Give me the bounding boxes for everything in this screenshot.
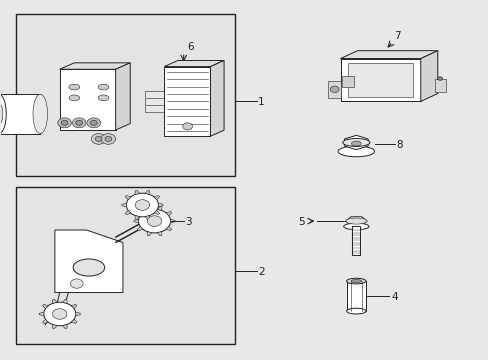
Circle shape bbox=[105, 136, 112, 141]
Ellipse shape bbox=[0, 103, 3, 125]
Circle shape bbox=[147, 216, 162, 226]
Polygon shape bbox=[147, 231, 152, 236]
Ellipse shape bbox=[351, 141, 361, 146]
Circle shape bbox=[76, 120, 82, 125]
Bar bbox=[347, 63, 413, 97]
Polygon shape bbox=[71, 305, 77, 309]
Bar bbox=[346, 281, 366, 311]
Polygon shape bbox=[165, 226, 171, 230]
Bar bbox=[434, 79, 445, 92]
Polygon shape bbox=[157, 231, 162, 236]
Ellipse shape bbox=[69, 95, 80, 101]
Polygon shape bbox=[62, 300, 67, 303]
Polygon shape bbox=[42, 319, 48, 323]
Polygon shape bbox=[158, 203, 163, 207]
Circle shape bbox=[126, 193, 158, 217]
Ellipse shape bbox=[350, 279, 361, 283]
Text: 8: 8 bbox=[395, 140, 402, 150]
Polygon shape bbox=[42, 305, 48, 309]
Polygon shape bbox=[76, 312, 80, 316]
Circle shape bbox=[72, 118, 86, 128]
Bar bbox=[0, 94, 40, 134]
Polygon shape bbox=[122, 203, 126, 207]
Polygon shape bbox=[116, 63, 130, 130]
Circle shape bbox=[437, 77, 442, 80]
Polygon shape bbox=[137, 226, 143, 230]
Ellipse shape bbox=[346, 278, 366, 284]
Ellipse shape bbox=[98, 84, 109, 90]
Circle shape bbox=[91, 134, 106, 144]
Ellipse shape bbox=[69, 84, 80, 90]
Circle shape bbox=[90, 120, 97, 125]
Text: 1: 1 bbox=[258, 98, 264, 108]
Ellipse shape bbox=[343, 223, 368, 230]
Circle shape bbox=[135, 200, 149, 210]
Circle shape bbox=[329, 86, 338, 93]
Polygon shape bbox=[52, 300, 57, 303]
Bar bbox=[164, 67, 210, 136]
Bar bbox=[144, 91, 165, 112]
Bar bbox=[352, 226, 360, 255]
Circle shape bbox=[95, 136, 102, 141]
Ellipse shape bbox=[98, 95, 109, 101]
Text: 4: 4 bbox=[390, 292, 397, 302]
Polygon shape bbox=[345, 217, 366, 225]
Polygon shape bbox=[164, 60, 224, 67]
Polygon shape bbox=[340, 51, 437, 59]
Bar bbox=[340, 59, 420, 102]
Bar bbox=[60, 69, 116, 130]
Polygon shape bbox=[135, 216, 140, 220]
Bar bbox=[328, 81, 340, 98]
Ellipse shape bbox=[0, 94, 6, 134]
Circle shape bbox=[52, 309, 67, 319]
Polygon shape bbox=[157, 207, 162, 211]
Text: 7: 7 bbox=[393, 31, 400, 41]
Polygon shape bbox=[137, 212, 143, 216]
Circle shape bbox=[183, 123, 192, 130]
Polygon shape bbox=[420, 51, 437, 102]
Polygon shape bbox=[344, 135, 367, 150]
Polygon shape bbox=[134, 219, 139, 223]
Bar bbox=[16, 187, 234, 344]
Circle shape bbox=[61, 120, 68, 125]
Polygon shape bbox=[165, 212, 171, 216]
Polygon shape bbox=[62, 324, 67, 329]
Polygon shape bbox=[154, 195, 159, 199]
Polygon shape bbox=[210, 60, 224, 136]
Circle shape bbox=[101, 134, 116, 144]
Polygon shape bbox=[147, 207, 152, 211]
Circle shape bbox=[138, 209, 170, 233]
Text: 6: 6 bbox=[187, 41, 194, 51]
Polygon shape bbox=[125, 211, 131, 215]
Polygon shape bbox=[145, 216, 149, 220]
Circle shape bbox=[70, 279, 83, 288]
Circle shape bbox=[87, 118, 101, 128]
Polygon shape bbox=[52, 324, 57, 329]
Ellipse shape bbox=[345, 218, 366, 224]
Polygon shape bbox=[135, 190, 140, 194]
Ellipse shape bbox=[346, 308, 366, 314]
Polygon shape bbox=[170, 219, 175, 223]
Polygon shape bbox=[145, 190, 149, 194]
Ellipse shape bbox=[337, 146, 374, 157]
Polygon shape bbox=[39, 312, 44, 316]
Polygon shape bbox=[71, 319, 77, 323]
Circle shape bbox=[43, 302, 76, 326]
Polygon shape bbox=[125, 195, 131, 199]
Ellipse shape bbox=[73, 259, 104, 276]
Text: 2: 2 bbox=[258, 267, 264, 277]
Text: 5: 5 bbox=[298, 217, 305, 227]
Polygon shape bbox=[60, 63, 130, 69]
Ellipse shape bbox=[33, 94, 47, 134]
Ellipse shape bbox=[342, 139, 369, 147]
Text: 3: 3 bbox=[185, 217, 191, 227]
Circle shape bbox=[58, 118, 71, 128]
Polygon shape bbox=[154, 211, 159, 215]
Bar bbox=[16, 14, 234, 176]
Bar bbox=[341, 76, 353, 87]
Polygon shape bbox=[55, 230, 122, 293]
